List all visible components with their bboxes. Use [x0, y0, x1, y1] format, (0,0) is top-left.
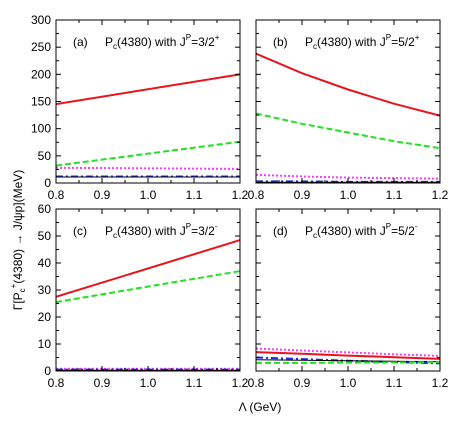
y-tick-label: 20: [38, 310, 52, 324]
y-tick-label: 300: [31, 13, 51, 27]
panel-title-part: c: [113, 231, 117, 240]
y-tick-label: 50: [38, 229, 52, 243]
series-line-solid: [56, 73, 240, 106]
x-tick-label: 1.1: [386, 188, 403, 202]
x-tick-label: 1.0: [340, 188, 357, 202]
panel-title: Pc(4380) with JP=3/2-: [105, 222, 218, 240]
panel-title-part: P: [105, 35, 113, 49]
series-group: [256, 52, 440, 183]
panel-title-part: -: [215, 222, 218, 231]
series-line-dotted: [256, 347, 440, 357]
series-line-solid: [56, 239, 240, 298]
x-tick-label: 0.9: [294, 376, 311, 390]
y-tick-label: 150: [31, 95, 51, 109]
x-axis-title: Λ (GeV): [239, 400, 282, 414]
y-axis-title: Γ[Pc+(4380) → J/ψp](MeV): [9, 170, 27, 311]
series-line-solid: [256, 52, 440, 117]
y-tick-label: 200: [31, 67, 51, 81]
panel-title-part: -: [415, 222, 418, 231]
panel-title-part: c: [313, 42, 317, 51]
x-tick-label: 0.9: [294, 188, 311, 202]
panel-title-part: P: [105, 224, 113, 238]
panel-title: Pc(4380) with JP=3/2+: [105, 33, 220, 51]
panel-title: Pc(4380) with JP=5/2+: [305, 33, 420, 51]
y-tick-label: 30: [38, 283, 52, 297]
panel-title-part: (4380) with J: [317, 35, 386, 49]
panel-d: 0.8 0.9 1.0 1.1 1.2(d) Pc(4380) with JP=5/2-: [248, 208, 449, 390]
panel-title-part: +: [215, 33, 220, 42]
series-line-dashed: [256, 112, 440, 150]
y-tick-label: 250: [31, 40, 51, 54]
x-tick-label: 1.1: [186, 188, 203, 202]
panel-title-part: =3/2: [191, 35, 215, 49]
x-tick-label: 0.8: [48, 188, 65, 202]
panel-title-part: P: [386, 33, 391, 42]
x-tick-label: 1.1: [386, 376, 403, 390]
panel-tag: (a): [73, 35, 88, 49]
y-tick-label: 100: [31, 122, 51, 136]
y-tick-label: 50: [38, 149, 52, 163]
x-tick-label: 1.1: [186, 376, 203, 390]
panel-title-part: P: [186, 222, 191, 231]
panel-title-part: c: [313, 231, 317, 240]
panel-a: 0.8 0.9 1.0 1.1 1.2 0 50 100 150 200 250 300 (a) Pc(4…: [31, 13, 249, 202]
panel-title-part: (4380) with J: [117, 35, 186, 49]
y-tick-label: 60: [38, 202, 52, 216]
x-tick-label: 1.0: [140, 188, 157, 202]
panel-b: 0.8 0.9 1.0 1.1 1.2(b) Pc(4380) with JP=5/2+: [248, 19, 449, 202]
x-tick-label: 0.9: [94, 188, 111, 202]
series-group: [256, 347, 440, 365]
panel-tag: (b): [273, 35, 288, 49]
x-tick-label: 0.9: [94, 376, 111, 390]
x-tick-label: 1.2: [232, 376, 249, 390]
series-line-dotted: [56, 166, 240, 170]
x-tick-label: 1.2: [432, 188, 449, 202]
series-line-dashed: [256, 361, 440, 364]
x-tick-label: 1.0: [340, 376, 357, 390]
panel-title-part: c: [113, 42, 117, 51]
panel-title-part: P: [305, 35, 313, 49]
panel-title-part: (4380) with J: [317, 224, 386, 238]
panel-title-part: =5/2: [391, 35, 415, 49]
panel-tag: (d): [273, 224, 288, 238]
y-tick-label: 0: [44, 176, 51, 190]
panel-c: 0.8 0.9 1.0 1.1 1.2 0 10 20 30 40 50 60 (c) Pc(4380) …: [38, 202, 249, 390]
x-tick-label: 1.2: [232, 188, 249, 202]
x-tick-label: 0.8: [248, 188, 265, 202]
panel-title-part: +: [415, 33, 420, 42]
series-group: [56, 239, 240, 371]
y-tick-label: 0: [44, 364, 51, 378]
x-tick-label: 0.8: [48, 376, 65, 390]
x-tick-label: 1.0: [140, 376, 157, 390]
x-tick-label: 1.2: [432, 376, 449, 390]
panel-title-part: P: [186, 33, 191, 42]
panel-title-part: (4380) with J: [117, 224, 186, 238]
panel-title-part: P: [386, 222, 391, 231]
series-line-solid: [256, 351, 440, 360]
series-line-dashed: [56, 270, 240, 304]
panel-title-part: =5/2: [391, 224, 415, 238]
series-group: [56, 73, 240, 178]
panel-title: Pc(4380) with JP=5/2-: [305, 222, 418, 240]
panel-title-part: P: [305, 224, 313, 238]
series-line-dashed: [56, 140, 240, 167]
panel-title-part: =3/2: [191, 224, 215, 238]
y-tick-label: 10: [38, 337, 52, 351]
x-tick-label: 0.8: [248, 376, 265, 390]
panel-tag: (c): [73, 224, 87, 238]
series-line-dotted: [256, 173, 440, 180]
y-tick-label: 40: [38, 256, 52, 270]
